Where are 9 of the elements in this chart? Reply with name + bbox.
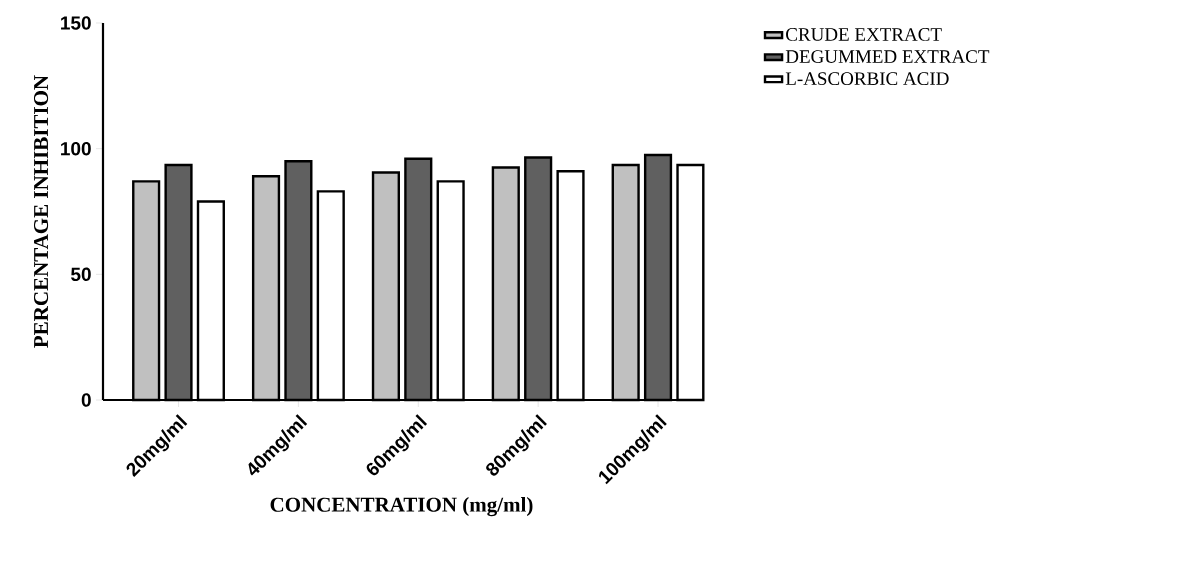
y-tick-label: 150 [61,16,91,30]
legend-label: L-ASCORBIC ACID [785,72,949,86]
y-tick-label: 100 [61,141,91,156]
legend-label: CRUDE EXTRACT [786,28,942,41]
y-tick-label: 50 [71,267,91,282]
x-axis-title: CONCENTRATION (mg/ml) [270,496,533,517]
legend-label: DEGUMMED EXTRACT [785,50,990,63]
y-axis-title: PERCENTAGE INHIBITION [33,75,49,348]
y-tick-label: 0 [81,393,91,407]
